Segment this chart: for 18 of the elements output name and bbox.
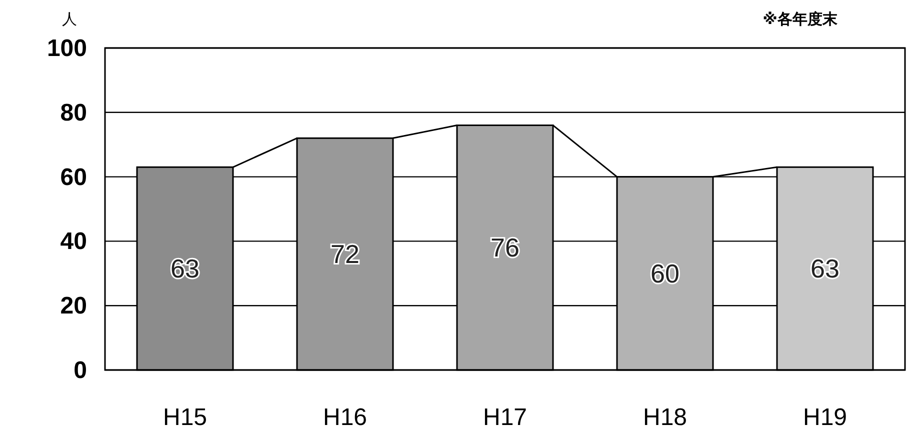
x-tick-label: H15	[162, 404, 208, 431]
x-tick-label: H18	[642, 404, 688, 431]
y-tick-label: 80	[60, 99, 87, 126]
data-label: 63	[170, 254, 200, 284]
y-tick-label: 0	[74, 357, 87, 384]
y-tick-label: 40	[60, 228, 87, 256]
data-label: 72	[330, 239, 360, 270]
y-tick-label: 60	[60, 164, 87, 191]
data-label: 63	[810, 254, 840, 284]
x-tick-label: H19	[802, 404, 848, 431]
text: ※各年度末	[762, 10, 838, 28]
y-axis-title: 人	[62, 11, 77, 28]
x-tick-label: H16	[322, 404, 368, 431]
data-label: 76	[490, 232, 520, 263]
y-tick-label: 100	[46, 35, 87, 62]
y-tick-label: 20	[60, 292, 87, 320]
data-label: 60	[650, 258, 680, 288]
x-tick-label: H17	[482, 404, 528, 431]
